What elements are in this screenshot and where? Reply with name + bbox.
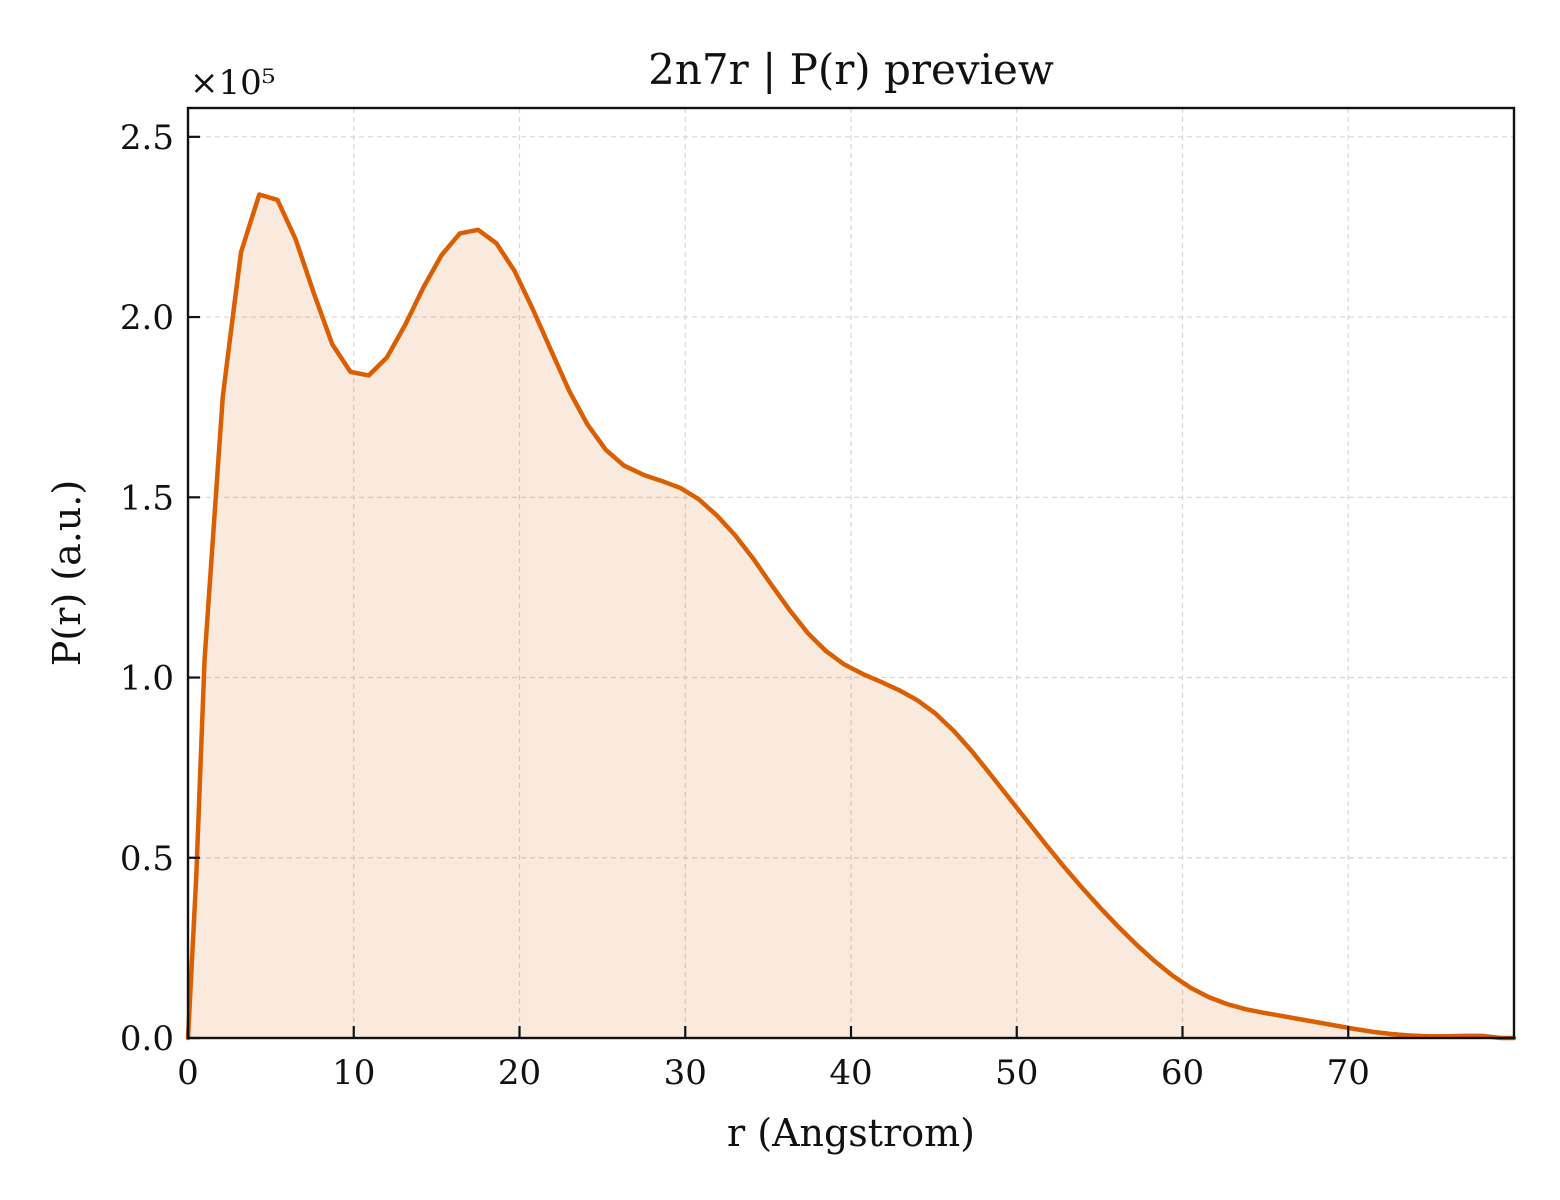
tick-layer: 0 10 20 30 40 50 60 70 0.0 0.5 1.0 1.5 2.0 2.5	[120, 118, 1370, 1093]
chart-title: 2n7r | P(r) preview	[648, 45, 1054, 94]
y-tick-label: 0.0	[120, 1019, 174, 1059]
y-tick-label: 2.5	[120, 118, 174, 158]
x-tick-label: 40	[829, 1053, 872, 1093]
y-axis-label: P(r) (a.u.)	[45, 480, 89, 666]
y-tick-label: 0.5	[120, 839, 174, 879]
pr-series-line	[185, 192, 1517, 1041]
pr-area-fill	[188, 194, 1514, 1038]
x-tick-label: 50	[995, 1053, 1038, 1093]
y-tick-label: 1.5	[120, 478, 174, 518]
y-axis-multiplier: ×10⁵	[190, 63, 275, 103]
x-tick-label: 20	[498, 1053, 541, 1093]
x-tick-label: 30	[664, 1053, 707, 1093]
data-layer	[185, 192, 1517, 1041]
x-tick-label: 10	[332, 1053, 375, 1093]
y-tick-label: 2.0	[120, 298, 174, 338]
y-tick-label: 1.0	[120, 659, 174, 699]
x-tick-label: 60	[1161, 1053, 1204, 1093]
x-tick-label: 0	[177, 1053, 199, 1093]
x-axis-label: r (Angstrom)	[727, 1111, 975, 1155]
x-tick-label: 70	[1327, 1053, 1370, 1093]
